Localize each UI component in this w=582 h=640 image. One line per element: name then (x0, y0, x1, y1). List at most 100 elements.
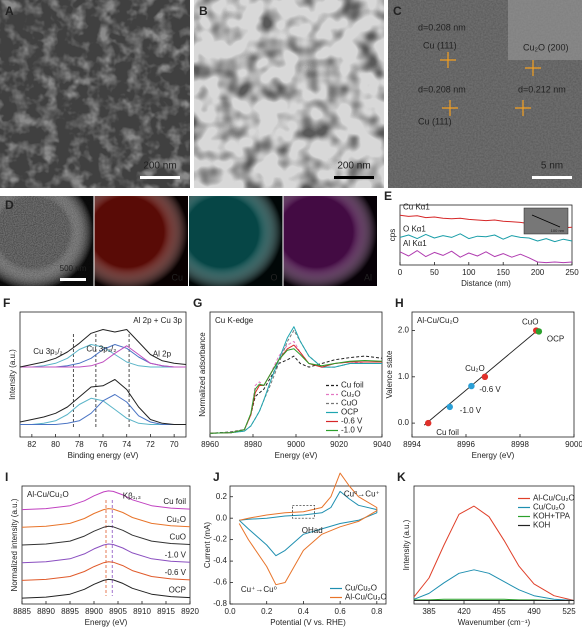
legend-label: -1.0 V (341, 426, 363, 435)
series-line (21, 525, 191, 546)
x-tick-label: 74 (122, 440, 131, 449)
panel-letter: B (199, 4, 208, 18)
scale-bar-label: 500 nm (60, 264, 87, 273)
plot-frame (19, 311, 187, 438)
x-tick-label: 8980 (244, 440, 262, 449)
x-tick-label: 100 (462, 268, 476, 277)
series-line (19, 329, 187, 368)
legend-label: CuO (341, 399, 357, 408)
series-label: O Kα1 (403, 225, 426, 234)
x-tick-label: 200 (531, 268, 545, 277)
data-point (481, 373, 489, 381)
scale-bar (60, 278, 86, 281)
eds-edge (283, 196, 377, 286)
y-tick-label: 0.2 (216, 492, 228, 501)
x-tick-label: 420 (457, 607, 471, 616)
fit-line (423, 328, 540, 426)
panel-letter: G (193, 296, 202, 310)
series-line (21, 490, 191, 511)
y-tick-label: 0.0 (216, 513, 228, 522)
y-axis-label: Valence state (385, 350, 394, 398)
legend-label: Cu/Cu₂O (345, 584, 377, 593)
x-tick-label: 8960 (201, 440, 219, 449)
series-line (19, 379, 186, 425)
legend-label: Al-Cu/Cu₂O (345, 593, 387, 602)
y-tick-label: -0.6 (213, 578, 227, 587)
series-line (399, 233, 573, 243)
chart-title: Cu K-edge (215, 316, 254, 325)
x-tick-label: 9000 (565, 440, 582, 449)
data-point (535, 328, 543, 335)
annotation: Cu 3p₁/₂ (33, 347, 62, 356)
point-label: -0.6 V (479, 385, 501, 394)
eds-edge (0, 196, 94, 286)
legend-label: Cu/Cu₂O (533, 503, 565, 512)
lattice-annotation: Cu (111) (418, 116, 452, 126)
x-tick-label: 8994 (403, 440, 421, 449)
annotation: Kβ₁,₃ (123, 492, 141, 501)
x-tick-label: 8890 (37, 607, 55, 616)
x-tick-label: 8885 (13, 607, 31, 616)
y-tick-label: -0.8 (213, 599, 227, 608)
series-label: Cu foil (163, 497, 186, 506)
x-tick-label: 82 (27, 440, 36, 449)
point-label: Cu₂O (465, 364, 485, 373)
scale-bar (140, 176, 180, 179)
panel-letter: D (5, 198, 14, 212)
data-point (446, 403, 453, 411)
chart-title: Al-Cu/Cu₂O (27, 490, 69, 499)
annotation: Al 2p (153, 350, 172, 359)
eds-edge (189, 196, 283, 286)
x-tick-label: 72 (146, 440, 155, 449)
panel-letter: E (384, 189, 392, 203)
series-line (209, 326, 382, 434)
panel-letter: C (393, 4, 402, 18)
highlight-box (292, 504, 315, 519)
lattice-annotation: d=0.208 nm (418, 84, 466, 94)
x-tick-label: 9040 (373, 440, 391, 449)
series-line (20, 397, 186, 425)
series-line (209, 355, 383, 434)
x-tick-label: 50 (430, 268, 439, 277)
panel-letter: H (395, 296, 404, 310)
annotation: OHad (302, 526, 323, 535)
lattice-annotation: d=0.208 nm (418, 22, 466, 32)
series-line (209, 348, 383, 434)
inset-scale-label: 100 nm (551, 228, 565, 233)
eds-element: Cu (171, 272, 183, 282)
annotation: Cu 3p₃/₂ (86, 345, 116, 354)
series-line (413, 569, 575, 601)
eds-edge (94, 196, 188, 286)
panel-letter: J (213, 470, 220, 484)
x-tick-label: 385 (422, 607, 436, 616)
x-tick-label: 8915 (157, 607, 175, 616)
plot-frame (413, 485, 575, 605)
x-axis-label: Potential (V vs. RHE) (270, 618, 346, 627)
legend-label: KOH+TPA (533, 512, 571, 521)
x-tick-label: 70 (170, 440, 179, 449)
x-tick-label: 250 (565, 268, 579, 277)
x-axis-label: Energy (eV) (275, 451, 318, 460)
x-tick-label: 490 (527, 607, 541, 616)
point-label: CuO (522, 318, 538, 327)
series-label: -1.0 V (165, 550, 187, 559)
y-axis-label: Intensity (a.u.) (402, 519, 411, 570)
y-axis-label: Current (mA) (203, 522, 212, 569)
x-tick-label: 0.0 (224, 607, 236, 616)
y-axis-label: cps (388, 229, 397, 241)
point-label: -1.0 V (460, 406, 482, 415)
chart-title: Al-Cu/Cu₂O (417, 316, 459, 325)
scale-bar-label: 200 nm (337, 161, 370, 172)
x-tick-label: 9000 (287, 440, 305, 449)
legend-label: Cu foil (341, 381, 364, 390)
x-tick-label: 76 (99, 440, 108, 449)
data-point (468, 382, 475, 390)
y-tick-label: 2.0 (398, 326, 410, 335)
x-tick-label: 8996 (457, 440, 475, 449)
plot-frame (229, 485, 387, 605)
series-line (238, 472, 378, 586)
series-label: CuO (170, 533, 186, 542)
series-line (21, 578, 191, 599)
micrograph-texture (194, 0, 384, 188)
y-tick-label: -0.4 (213, 556, 227, 565)
